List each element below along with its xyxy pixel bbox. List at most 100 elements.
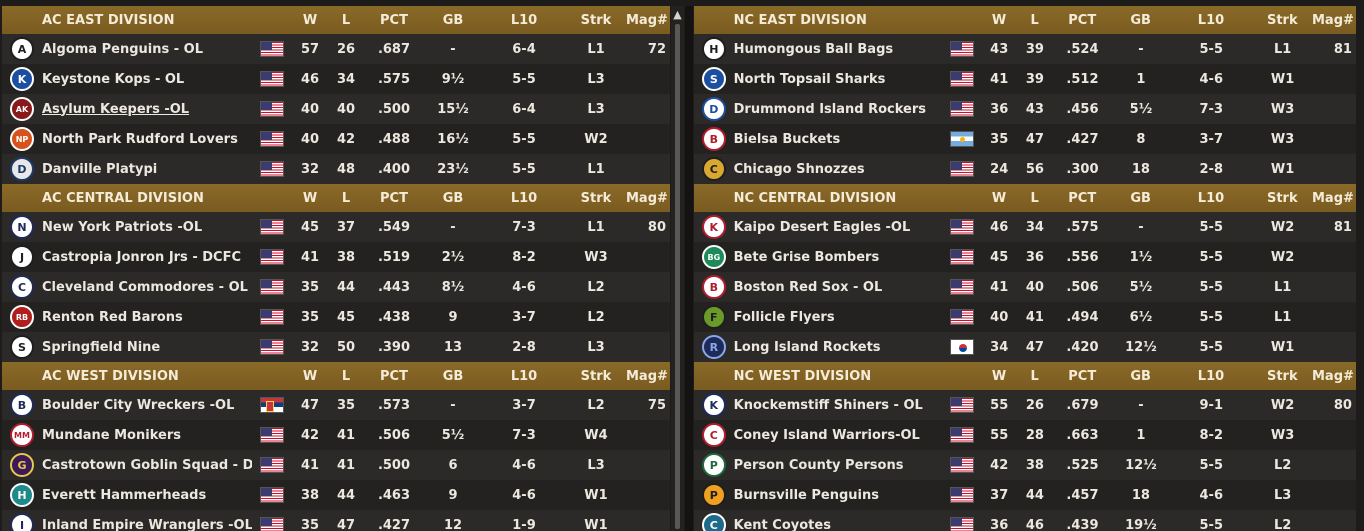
bombers-logo-icon[interactable]: BG	[701, 245, 726, 269]
team-row[interactable]: P Burnsville Penguins 37 44 .457 18 4-6 …	[694, 480, 1356, 510]
col-header-mag[interactable]: Mag#	[1311, 12, 1354, 28]
jonron-logo-icon[interactable]: J	[10, 245, 34, 269]
penguin-logo-icon[interactable]: A	[10, 37, 34, 61]
team-name[interactable]: New York Patriots -OL	[42, 219, 203, 235]
team-name[interactable]: Algoma Penguins - OL	[42, 41, 203, 57]
team-name[interactable]: Coney Island Warriors-OL	[733, 427, 920, 443]
team-name[interactable]: Chicago Shnozzes	[733, 161, 865, 177]
wranglers-logo-icon[interactable]: I	[10, 513, 34, 531]
team-name[interactable]: Drummond Island Rockers	[733, 101, 927, 117]
kops-logo-icon[interactable]: K	[10, 67, 34, 91]
team-row[interactable]: BG Bete Grise Bombers 45 36 .556 1½ 5-5 …	[694, 242, 1356, 272]
col-header-w[interactable]: W	[302, 368, 318, 384]
team-name[interactable]: Danville Platypi	[42, 161, 158, 177]
col-header-gb[interactable]: GB	[1130, 368, 1151, 384]
flyers-logo-icon[interactable]: F	[701, 305, 726, 329]
team-row[interactable]: S Springfield Nine 32 50 .390 13 2-8 L3	[2, 332, 670, 362]
col-header-mag[interactable]: Mag#	[1311, 190, 1354, 206]
col-header-strk[interactable]: Strk	[1266, 368, 1298, 384]
team-row[interactable]: AK Asylum Keepers -OL 40 40 .500 15½ 6-4…	[2, 94, 670, 124]
col-header-l[interactable]: L	[341, 368, 351, 384]
team-name[interactable]: North Park Rudford Lovers	[42, 131, 238, 147]
rockets-logo-icon[interactable]: R	[701, 335, 726, 359]
team-name[interactable]: Bielsa Buckets	[733, 131, 841, 147]
col-header-pct[interactable]: PCT	[380, 190, 408, 206]
col-header-strk[interactable]: Strk	[580, 190, 612, 206]
nine-logo-icon[interactable]: S	[10, 335, 34, 359]
team-row[interactable]: C Chicago Shnozzes 24 56 .300 18 2-8 W1	[694, 154, 1356, 184]
team-row[interactable]: H Humongous Ball Bags 43 39 .524 - 5-5 L…	[694, 34, 1356, 64]
team-row[interactable]: K Knockemstiff Shiners - OL 55 26 .679 -…	[694, 390, 1356, 420]
team-name[interactable]: Kent Coyotes	[733, 517, 831, 531]
team-name[interactable]: Asylum Keepers -OL	[42, 101, 190, 117]
team-name[interactable]: Inland Empire Wranglers -OL	[42, 517, 252, 531]
coyotes-logo-icon[interactable]: C	[701, 513, 726, 531]
buckets-logo-icon[interactable]: B	[701, 127, 726, 151]
keepers-logo-icon[interactable]: AK	[10, 97, 34, 121]
col-header-gb[interactable]: GB	[1130, 12, 1151, 28]
team-name[interactable]: North Topsail Sharks	[733, 71, 886, 87]
team-name[interactable]: Burnsville Penguins	[733, 487, 880, 503]
col-header-w[interactable]: W	[302, 190, 318, 206]
team-row[interactable]: B Bielsa Buckets 35 47 .427 8 3-7 W3	[694, 124, 1356, 154]
col-header-w[interactable]: W	[991, 368, 1007, 384]
col-header-strk[interactable]: Strk	[1266, 12, 1298, 28]
col-header-l10[interactable]: L10	[510, 368, 538, 384]
team-name[interactable]: Person County Persons	[733, 457, 904, 473]
col-header-gb[interactable]: GB	[442, 368, 464, 384]
team-name[interactable]: Castrotown Goblin Squad - DCFC	[42, 457, 252, 473]
col-header-l10[interactable]: L10	[510, 190, 538, 206]
col-header-pct[interactable]: PCT	[380, 12, 408, 28]
col-header-pct[interactable]: PCT	[1068, 368, 1097, 384]
team-name[interactable]: Follicle Flyers	[733, 309, 835, 325]
col-header-l10[interactable]: L10	[510, 12, 538, 28]
warriors-logo-icon[interactable]: C	[701, 423, 726, 447]
col-header-mag[interactable]: Mag#	[626, 12, 668, 28]
col-header-mag[interactable]: Mag#	[1311, 368, 1354, 384]
desert-eagles-logo-icon[interactable]: K	[701, 215, 726, 239]
col-header-l10[interactable]: L10	[1197, 190, 1225, 206]
col-header-l[interactable]: L	[1030, 368, 1039, 384]
col-header-l[interactable]: L	[1030, 190, 1039, 206]
team-row[interactable]: B Boston Red Sox - OL 41 40 .506 5½ 5-5 …	[694, 272, 1356, 302]
rockers-logo-icon[interactable]: D	[701, 97, 726, 121]
col-header-strk[interactable]: Strk	[580, 368, 612, 384]
team-name[interactable]: Everett Hammerheads	[42, 487, 207, 503]
team-row[interactable]: G Castrotown Goblin Squad - DCFC 41 41 .…	[2, 450, 670, 480]
team-row[interactable]: D Drummond Island Rockers 36 43 .456 5½ …	[694, 94, 1356, 124]
scroll-up-arrow-icon[interactable]: ▲	[673, 8, 682, 21]
col-header-gb[interactable]: GB	[442, 12, 464, 28]
col-header-l10[interactable]: L10	[1197, 368, 1225, 384]
team-row[interactable]: C Kent Coyotes 36 46 .439 19½ 5-5 L2	[694, 510, 1356, 531]
team-row[interactable]: F Follicle Flyers 40 41 .494 6½ 5-5 L1	[694, 302, 1356, 332]
col-header-mag[interactable]: Mag#	[626, 368, 668, 384]
team-row[interactable]: B Boulder City Wreckers -OL 47 35 .573 -…	[2, 390, 670, 420]
team-name[interactable]: Keystone Kops - OL	[42, 71, 185, 87]
team-name[interactable]: Castropia Jonron Jrs - DCFC	[42, 249, 241, 265]
wreckers-logo-icon[interactable]: B	[10, 393, 34, 417]
team-row[interactable]: RB Renton Red Barons 35 45 .438 9 3-7 L2	[2, 302, 670, 332]
hammerhead-logo-icon[interactable]: H	[10, 483, 34, 507]
ball-bags-logo-icon[interactable]: H	[701, 37, 726, 61]
team-name[interactable]: Bete Grise Bombers	[733, 249, 880, 265]
red-sox-logo-icon[interactable]: B	[701, 275, 726, 299]
col-header-l[interactable]: L	[1030, 12, 1039, 28]
team-row[interactable]: J Castropia Jonron Jrs - DCFC 41 38 .519…	[2, 242, 670, 272]
team-name[interactable]: Knockemstiff Shiners - OL	[733, 397, 923, 413]
goblin-logo-icon[interactable]: G	[10, 453, 34, 477]
shiners-logo-icon[interactable]: K	[701, 393, 726, 417]
team-row[interactable]: K Kaipo Desert Eagles -OL 46 34 .575 - 5…	[694, 212, 1356, 242]
team-row[interactable]: K Keystone Kops - OL 46 34 .575 9½ 5-5 L…	[2, 64, 670, 94]
team-name[interactable]: Boulder City Wreckers -OL	[42, 397, 235, 413]
team-row[interactable]: N New York Patriots -OL 45 37 .549 - 7-3…	[2, 212, 670, 242]
sharks-logo-icon[interactable]: S	[701, 67, 726, 91]
shnozzes-logo-icon[interactable]: C	[701, 157, 726, 181]
burnsville-penguins-logo-icon[interactable]: P	[701, 483, 726, 507]
team-row[interactable]: A Algoma Penguins - OL 57 26 .687 - 6-4 …	[2, 34, 670, 64]
col-header-mag[interactable]: Mag#	[626, 190, 668, 206]
col-header-w[interactable]: W	[991, 190, 1007, 206]
monikers-logo-icon[interactable]: MM	[10, 423, 34, 447]
col-header-pct[interactable]: PCT	[1068, 12, 1097, 28]
col-header-gb[interactable]: GB	[442, 190, 464, 206]
col-header-gb[interactable]: GB	[1130, 190, 1151, 206]
